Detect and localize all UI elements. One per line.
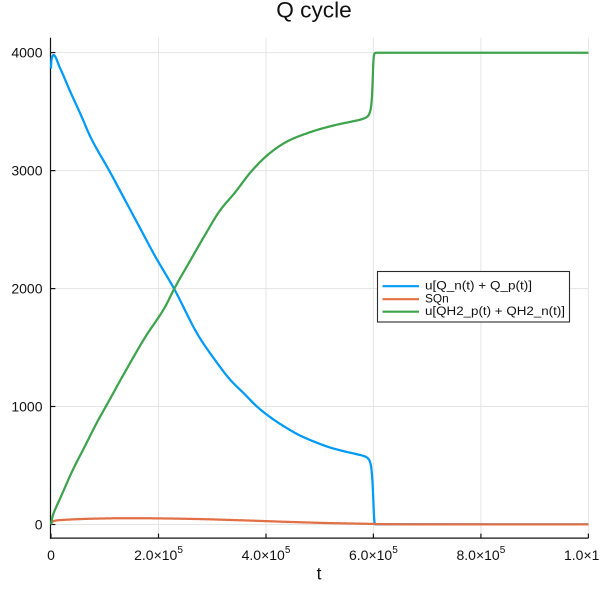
svg-text:u[Q_n(t) + Q_p(t)]: u[Q_n(t) + Q_p(t)] [425,280,532,292]
svg-text:4.0×105: 4.0×105 [242,545,291,563]
svg-text:1.0×106: 1.0×106 [564,545,600,563]
svg-text:4000: 4000 [11,45,42,61]
svg-text:u[QH2_p(t) + QH2_n(t)]: u[QH2_p(t) + QH2_n(t)] [425,306,565,318]
svg-text:t: t [317,563,322,583]
svg-text:0: 0 [35,517,43,533]
svg-text:0: 0 [47,547,55,563]
svg-text:8.0×105: 8.0×105 [457,545,506,563]
svg-text:6.0×105: 6.0×105 [349,545,398,563]
svg-text:Q cycle: Q cycle [276,0,352,23]
svg-text:1000: 1000 [11,399,42,415]
svg-text:2000: 2000 [11,281,42,297]
svg-text:SQn: SQn [425,293,449,305]
svg-text:2.0×105: 2.0×105 [134,545,183,563]
svg-text:3000: 3000 [11,163,42,179]
